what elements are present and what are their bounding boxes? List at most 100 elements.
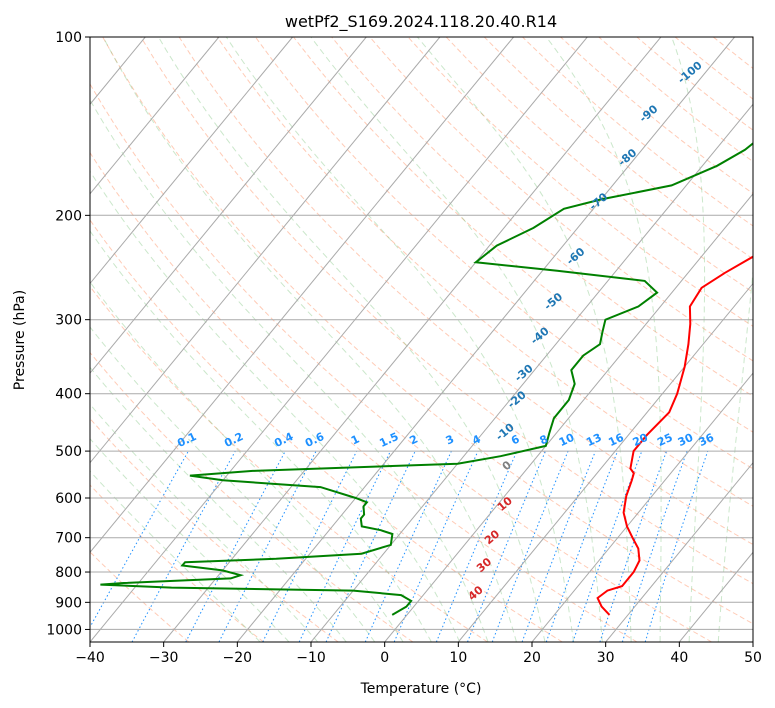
dry-adiabat-line <box>636 37 753 131</box>
moist-adiabat-line <box>90 98 489 642</box>
moist-adiabat-line <box>90 470 261 642</box>
mixing-ratio-label: 0.6 <box>303 430 326 450</box>
y-tick-label: 600 <box>55 491 82 507</box>
isotherm-line <box>163 37 662 642</box>
x-tick-label: 0 <box>380 650 389 666</box>
dry-adiabat-line <box>90 551 190 642</box>
mixing-ratio-label: 0.1 <box>175 430 198 450</box>
dry-adiabat-line <box>90 351 414 642</box>
dry-adiabat-line <box>483 37 753 260</box>
dewpoint-line <box>100 142 753 616</box>
dry-adiabat-line <box>598 37 753 163</box>
y-tick-label: 500 <box>55 444 82 460</box>
moist-adiabat-line <box>545 37 662 642</box>
moist-adiabat-line <box>717 266 753 642</box>
mixing-ratio-label: 13 <box>584 431 603 449</box>
dry-adiabat-line <box>90 484 264 642</box>
mixing-ratio-line <box>644 450 709 642</box>
mixing-ratio-label: 1 <box>349 432 361 447</box>
isotherm-line <box>752 641 753 642</box>
dry-adiabat-line <box>522 37 753 227</box>
mixing-ratio-label: 20 <box>631 431 651 449</box>
dry-adiabat-label: -20 <box>505 388 529 411</box>
y-tick-label: 1000 <box>46 622 82 638</box>
dry-adiabat-line <box>293 37 753 433</box>
isotherm-line <box>605 461 753 642</box>
dry-adiabat-line <box>90 83 712 642</box>
moist-adiabat-line <box>158 37 546 642</box>
mixing-ratio-line <box>364 450 452 642</box>
isotherm-line <box>90 37 441 464</box>
x-tick-label: 30 <box>597 650 615 666</box>
mixing-ratio-line <box>491 450 569 642</box>
x-tick-label: 10 <box>449 650 467 666</box>
dry-adiabat-label: 0 <box>500 458 514 473</box>
dry-adiabat-line <box>407 37 753 327</box>
isotherm-line <box>236 37 735 642</box>
y-tick-label: 900 <box>55 595 82 611</box>
dry-adiabat-line <box>90 417 339 642</box>
y-axis-title: Pressure (hPa) <box>12 290 28 390</box>
dry-adiabat-line <box>216 37 753 507</box>
mixing-ratio-label: 3 <box>444 432 456 447</box>
x-tick-label: −40 <box>75 650 105 666</box>
x-tick-label: −10 <box>296 650 326 666</box>
moist-adiabat-line <box>90 326 376 642</box>
dry-adiabat-line <box>90 219 563 642</box>
mixing-ratio-line <box>435 450 518 642</box>
dry-adiabat-line <box>90 151 638 642</box>
y-tick-label: 200 <box>55 208 82 224</box>
mixing-ratio-line <box>298 450 391 642</box>
mixing-ratio-line <box>185 450 286 642</box>
isotherm-line <box>90 37 367 374</box>
isotherm-line <box>310 103 753 642</box>
isotherm-line <box>90 37 293 285</box>
x-tick-label: 50 <box>744 650 762 666</box>
y-tick-label: 400 <box>55 387 82 403</box>
x-tick-label: 40 <box>670 650 688 666</box>
mixing-ratio-label: 2 <box>408 432 420 447</box>
chart-title: wetPf2_S169.2024.118.20.40.R14 <box>285 12 557 32</box>
dry-adiabat-line <box>369 37 753 362</box>
y-tick-label: 300 <box>55 313 82 329</box>
mixing-ratio-line <box>545 450 619 642</box>
mixing-ratio-label: 36 <box>697 431 717 449</box>
mixing-ratio-line <box>393 450 479 642</box>
x-axis-title: Temperature (°C) <box>360 681 482 697</box>
dry-adiabat-line <box>140 37 753 585</box>
moist-adiabat-line <box>225 37 575 642</box>
temperature-line <box>596 255 753 616</box>
dry-adiabat-line <box>178 37 753 546</box>
mixing-ratio-line <box>218 450 317 642</box>
moist-adiabat-line <box>90 170 461 642</box>
mixing-ratio-label: 30 <box>676 431 696 449</box>
mixing-ratio-line <box>572 450 643 642</box>
y-tick-label: 700 <box>55 531 82 547</box>
y-tick-label: 800 <box>55 565 82 581</box>
dry-adiabat-label: 40 <box>466 583 486 603</box>
mixing-ratio-line <box>131 450 236 642</box>
dry-adiabat-label: -30 <box>512 362 536 385</box>
mixing-ratio-line <box>521 450 596 642</box>
mixing-ratio-line <box>467 450 546 642</box>
dry-adiabat-label: -40 <box>528 324 552 347</box>
isotherm-line <box>384 193 753 642</box>
mixing-ratio-label: 6 <box>509 432 522 447</box>
mixing-ratio-line <box>599 450 667 642</box>
mixing-ratio-label: 25 <box>655 431 674 449</box>
x-tick-label: 20 <box>523 650 541 666</box>
x-tick-label: −20 <box>223 650 253 666</box>
mixing-ratio-line <box>90 450 189 629</box>
mixing-ratio-line <box>262 450 358 642</box>
isotherm-line <box>90 37 220 195</box>
dry-adiabat-line <box>751 37 753 39</box>
dry-adiabat-label: 10 <box>495 494 515 514</box>
dry-adiabat-label: -60 <box>564 245 588 268</box>
dry-adiabat-line <box>560 37 753 195</box>
dry-adiabat-label: -80 <box>616 146 640 169</box>
mixing-ratio-label: 0.2 <box>222 430 245 450</box>
dry-adiabat-line <box>331 37 753 397</box>
x-tick-label: −30 <box>149 650 179 666</box>
moist-adiabat-line <box>671 37 706 642</box>
moist-adiabat-line <box>102 37 517 642</box>
